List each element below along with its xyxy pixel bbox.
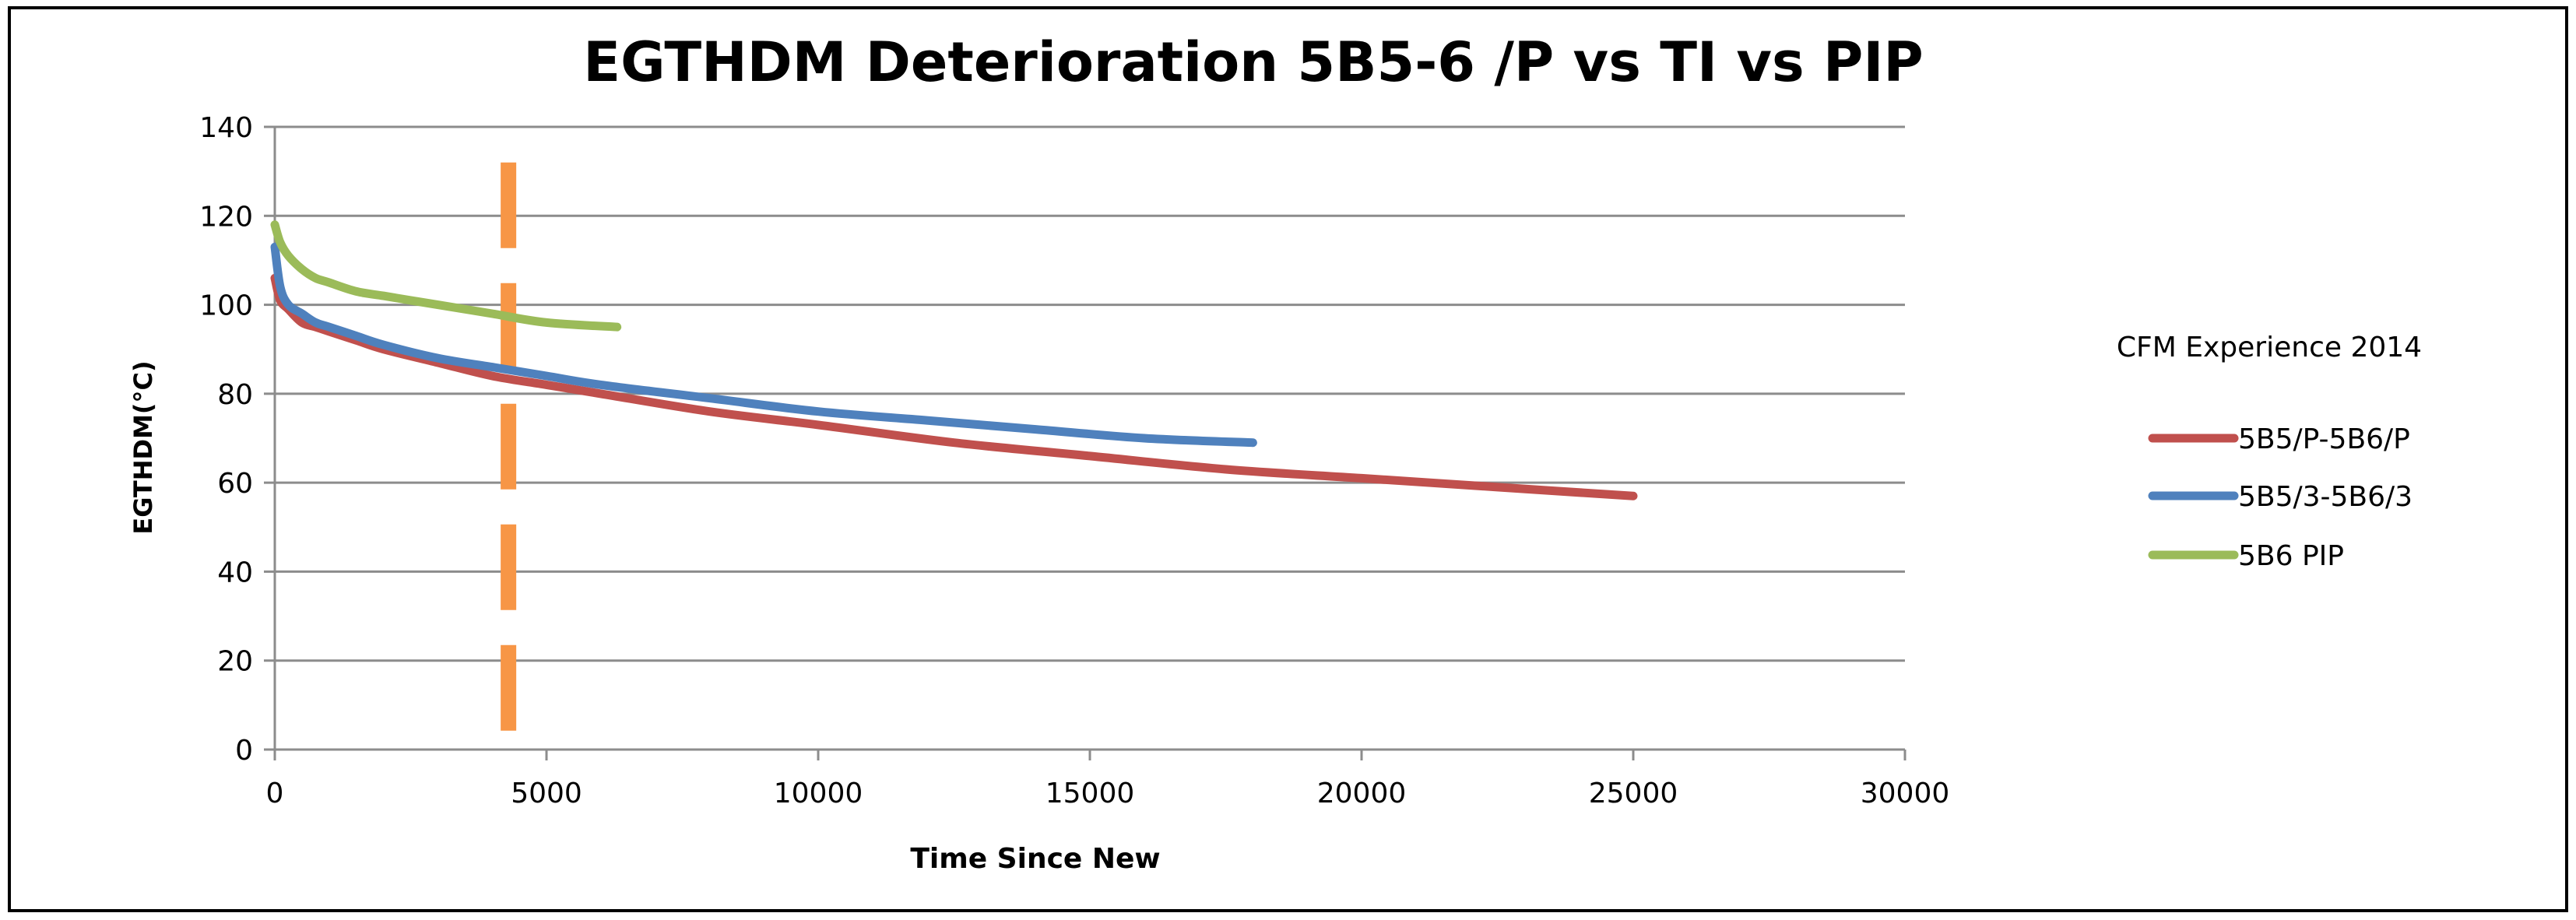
gridlines (275, 125, 1905, 662)
x-tick-label: 25000 (1589, 778, 1678, 809)
x-tick-label: 10000 (774, 778, 863, 809)
y-tick-label: 80 (217, 379, 253, 411)
y-axis-label: EGTHDM(°C) (128, 360, 158, 534)
x-tick-label: 0 (266, 778, 284, 809)
x-tick-label: 15000 (1046, 778, 1135, 809)
y-tick-labels: 0 20 40 60 80 100 120 140 (199, 112, 253, 767)
x-axis-label: Time Since New (910, 843, 1160, 875)
y-tick-label: 60 (217, 468, 253, 500)
y-tick-label: 140 (199, 112, 253, 144)
legend: CFM Experience 2014 5B5/P-5B6/P 5B5/3-5B6… (2117, 332, 2422, 572)
y-tick-label: 0 (235, 735, 253, 767)
series-line-2 (270, 242, 1257, 448)
y-tick-label: 100 (199, 290, 253, 322)
legend-label-3: 5B6 PIP (2238, 540, 2344, 572)
x-tick-labels: 0 5000 10000 15000 20000 25000 30000 (266, 778, 1950, 809)
legend-title: CFM Experience 2014 (2117, 332, 2422, 363)
y-tick-label: 120 (199, 201, 253, 233)
x-tick-label: 30000 (1861, 778, 1950, 809)
chart-frame (8, 6, 2568, 912)
chart-title: EGTHDM Deterioration 5B5-6 /P vs TI vs P… (583, 30, 1923, 94)
x-tick-label: 20000 (1317, 778, 1407, 809)
series-line-3 (270, 220, 622, 332)
y-tick-label: 20 (217, 646, 253, 678)
y-tick-label: 40 (217, 557, 253, 588)
x-tick-label: 5000 (511, 778, 582, 809)
legend-label-2: 5B5/3-5B6/3 (2238, 481, 2413, 513)
series-layer (270, 220, 1638, 500)
legend-label-1: 5B5/P-5B6/P (2238, 423, 2410, 455)
